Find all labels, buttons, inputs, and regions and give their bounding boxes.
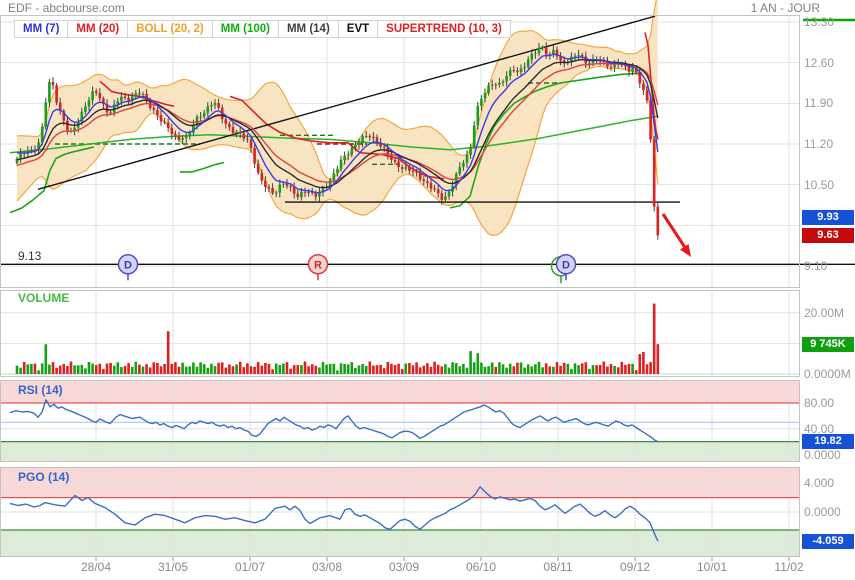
- rsi-tick-0.0000: 0.0000: [804, 447, 841, 462]
- rsi-panel-label: RSI (14): [18, 383, 63, 397]
- timeframe-label: 1 AN - JOUR: [750, 1, 820, 15]
- svg-text:R: R: [314, 259, 322, 271]
- event-marker-d-0[interactable]: D: [117, 254, 139, 281]
- legend-item-evt[interactable]: EVT: [337, 20, 379, 38]
- last-value-badge-blue: 9.93: [802, 210, 854, 226]
- price-tick-11.90: 11.90: [804, 96, 834, 111]
- pgo-tick-0.0000: 0.0000: [804, 505, 841, 519]
- price-tick-10.50: 10.50: [804, 177, 835, 192]
- legend-item-mm-100[interactable]: MM (100): [211, 20, 279, 38]
- volume-tick-0.0000M: 0.0000M: [804, 367, 851, 381]
- rsi-tick-40.00: 40.00: [804, 421, 835, 436]
- rsi-badge: 19.82: [802, 434, 854, 450]
- arrow-annotation[interactable]: [661, 213, 691, 257]
- pgo-panel-label: PGO (14): [18, 470, 70, 484]
- volume-badge: 9 745K: [802, 336, 854, 352]
- price-tick-11.20: 11.20: [804, 137, 834, 151]
- date-label-06-10: 06/10: [465, 560, 497, 574]
- level-line-label: 9.13: [18, 249, 42, 263]
- legend-item-mm-7[interactable]: MM (7): [14, 20, 69, 38]
- pgo-badge: -4.059: [802, 533, 854, 549]
- date-label-11-02: 11/02: [774, 560, 804, 574]
- date-label-03-08: 03/08: [311, 560, 343, 574]
- indicator-legend: MM (7) MM (20) BOLL (20, 2) MM (100) MM (14)…: [14, 20, 511, 38]
- event-marker-d-2[interactable]: D: [555, 254, 577, 281]
- volume-bars: [15, 303, 660, 374]
- last-close-badge-red: 9.63: [802, 227, 854, 243]
- trendline-annotation[interactable]: [37, 15, 656, 191]
- legend-item-mm-14[interactable]: MM (14): [277, 20, 339, 38]
- price-tick-13.30: 13.30: [804, 15, 835, 29]
- volume-tick-20.00M: 20.00M: [804, 305, 845, 320]
- event-marker-r-1[interactable]: R: [307, 254, 329, 281]
- instrument-title: EDF - abcbourse.com: [8, 1, 125, 15]
- rsi-tick-80.00: 80.00: [804, 396, 835, 411]
- legend-item-boll-20-2[interactable]: BOLL (20, 2): [127, 20, 213, 38]
- bollinger-band: [17, 0, 658, 236]
- svg-text:D: D: [124, 259, 132, 271]
- pgo-tick-4.000: 4.000: [804, 476, 835, 491]
- date-label-10-01: 10/01: [696, 560, 728, 574]
- date-label-28-04: 28/04: [80, 560, 112, 574]
- legend-item-supertrend-10-3[interactable]: SUPERTREND (10, 3): [377, 20, 511, 38]
- legend-item-mm-20[interactable]: MM (20): [67, 20, 129, 38]
- date-label-08-11: 08/11: [543, 560, 573, 574]
- svg-text:D: D: [562, 259, 570, 271]
- date-label-01-07: 01/07: [234, 560, 266, 574]
- price-tick-9.10: 9.10: [804, 259, 828, 274]
- date-label-09-12: 09/12: [619, 560, 651, 574]
- price-tick-12.60: 12.60: [804, 55, 835, 70]
- date-label-03-09: 03/09: [388, 560, 420, 574]
- volume-panel-label: VOLUME: [18, 291, 70, 305]
- date-label-31-05: 31/05: [157, 560, 189, 574]
